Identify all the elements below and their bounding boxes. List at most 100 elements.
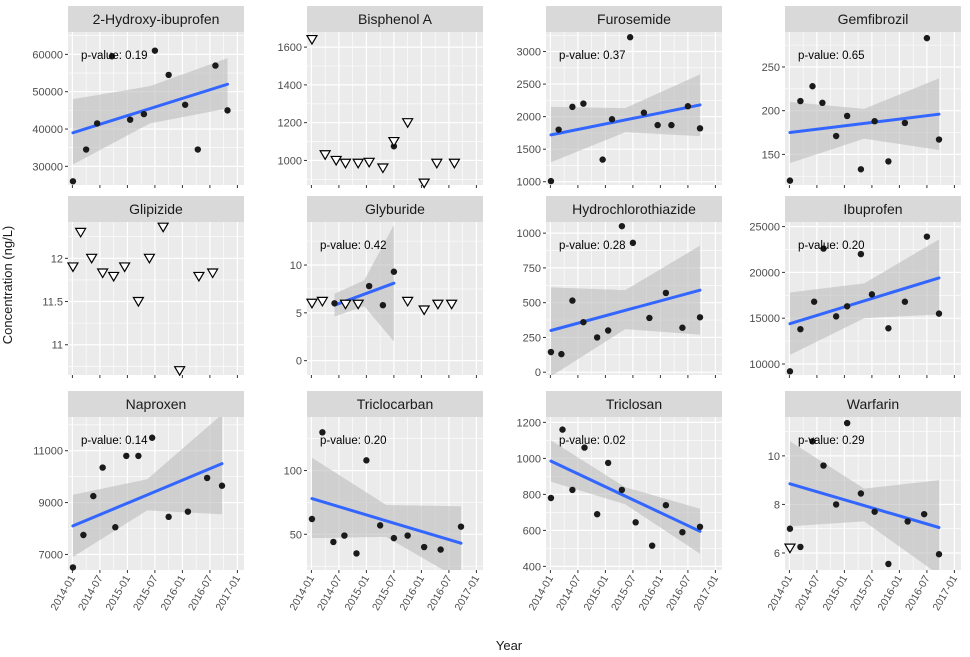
confidence-band: [789, 78, 939, 164]
confidence-band: [550, 74, 700, 163]
non-detect-point: [418, 305, 431, 316]
data-point: [935, 551, 943, 558]
non-detect-point: [319, 150, 332, 161]
y-tick-label: 11: [52, 340, 63, 352]
data-point: [390, 534, 398, 542]
x-tick-label: 2017-01: [453, 573, 483, 613]
data-point: [126, 116, 134, 123]
facet-title: Hydrochlorothiazide: [572, 201, 696, 217]
data-point: [786, 525, 794, 532]
x-tick-label: 2017-01: [931, 573, 961, 613]
facet-strip: [68, 391, 244, 417]
data-point: [593, 334, 601, 341]
x-tick-label: 2015-07: [370, 573, 400, 613]
data-point: [868, 291, 876, 298]
data-point: [547, 348, 555, 356]
data-point: [376, 522, 384, 529]
x-tick-label: 2015-01: [582, 573, 612, 613]
data-point: [832, 132, 840, 140]
non-detect-point: [401, 296, 414, 308]
data-point: [90, 492, 97, 500]
data-point: [151, 47, 159, 54]
data-point: [457, 523, 465, 530]
data-point: [365, 282, 373, 290]
p-value-label: p-value: 0.20: [320, 435, 387, 447]
non-detect-point: [74, 227, 87, 239]
data-point: [593, 511, 601, 518]
trend-line: [549, 103, 702, 137]
facet-panel: Gemfibrozil 150 200 250 p-value: 0.65: [762, 6, 961, 188]
data-point: [547, 494, 555, 502]
non-detect-point: [418, 178, 431, 189]
y-tick-label: 0: [296, 356, 302, 368]
x-tick-label: 2014-01: [766, 573, 796, 613]
y-tick-label: 10: [768, 451, 780, 463]
non-detect-point: [339, 299, 352, 310]
y-tick-label: 250: [762, 62, 780, 74]
trend-line: [788, 112, 941, 135]
data-point: [648, 542, 656, 549]
p-value-label: p-value: 0.14: [81, 435, 148, 447]
non-detect-point: [387, 136, 400, 148]
y-tick-label: 10: [290, 260, 302, 272]
non-detect-point: [96, 268, 109, 279]
y-tick-label: 50000: [32, 87, 63, 99]
y-tick-label: 7000: [39, 549, 63, 561]
data-point: [668, 121, 675, 129]
non-detect-point: [66, 262, 79, 273]
p-value-label: p-value: 0.20: [798, 240, 865, 252]
y-tick-label: 1000: [517, 228, 541, 240]
non-detect-point: [431, 299, 444, 310]
non-detect-point: [352, 158, 365, 169]
non-detect-point: [330, 155, 343, 167]
y-tick-label: 2000: [517, 112, 541, 124]
trend-line: [310, 497, 463, 545]
non-detect-point: [316, 296, 329, 308]
data-point: [920, 510, 928, 518]
x-tick-label: 2017-01: [214, 573, 244, 613]
x-tick-label: 2015-07: [848, 573, 878, 613]
y-tick-label: 1000: [278, 155, 302, 167]
data-point: [93, 120, 101, 127]
data-point: [580, 100, 587, 107]
non-detect-point: [206, 268, 219, 279]
non-detect-point: [85, 253, 98, 264]
data-point: [555, 126, 562, 133]
data-point: [646, 314, 653, 322]
non-detect-point: [143, 253, 156, 264]
data-point: [390, 268, 398, 275]
trend-line: [549, 288, 702, 332]
data-point: [819, 99, 826, 107]
non-detect-point: [448, 158, 461, 169]
facet-title: Ibuprofen: [843, 201, 902, 217]
non-detect-point: [157, 222, 170, 233]
y-tick-label: 60000: [32, 49, 63, 61]
facet-panel: Furosemide 1000 1500 2000 2500 3000 p-value: 0…: [517, 6, 722, 189]
non-detect-point: [376, 163, 389, 174]
data-point: [80, 531, 87, 539]
x-axis-title: Year: [496, 638, 523, 653]
data-point: [224, 107, 231, 114]
facet-strip: [546, 391, 722, 417]
non-detect-point: [118, 262, 131, 273]
x-tick-label: 2014-07: [793, 573, 823, 613]
x-tick-label: 2014-01: [288, 573, 318, 613]
data-point: [797, 543, 804, 551]
facet-title: Triclocarban: [357, 396, 434, 412]
data-point: [832, 501, 840, 508]
data-point: [140, 110, 148, 118]
data-point: [629, 239, 637, 247]
data-point: [569, 297, 576, 304]
data-point: [181, 101, 189, 108]
y-tick-label: 3000: [517, 47, 541, 59]
p-value-label: p-value: 0.37: [559, 50, 626, 62]
y-tick-label: 200: [762, 106, 780, 118]
facet-title: Furosemide: [597, 11, 671, 27]
data-point: [218, 482, 226, 489]
y-tick-label: 800: [523, 489, 541, 501]
data-point: [843, 419, 851, 427]
facet-title: Warfarin: [847, 396, 899, 412]
non-detect-point: [430, 158, 443, 169]
facet-strip: [546, 6, 722, 32]
